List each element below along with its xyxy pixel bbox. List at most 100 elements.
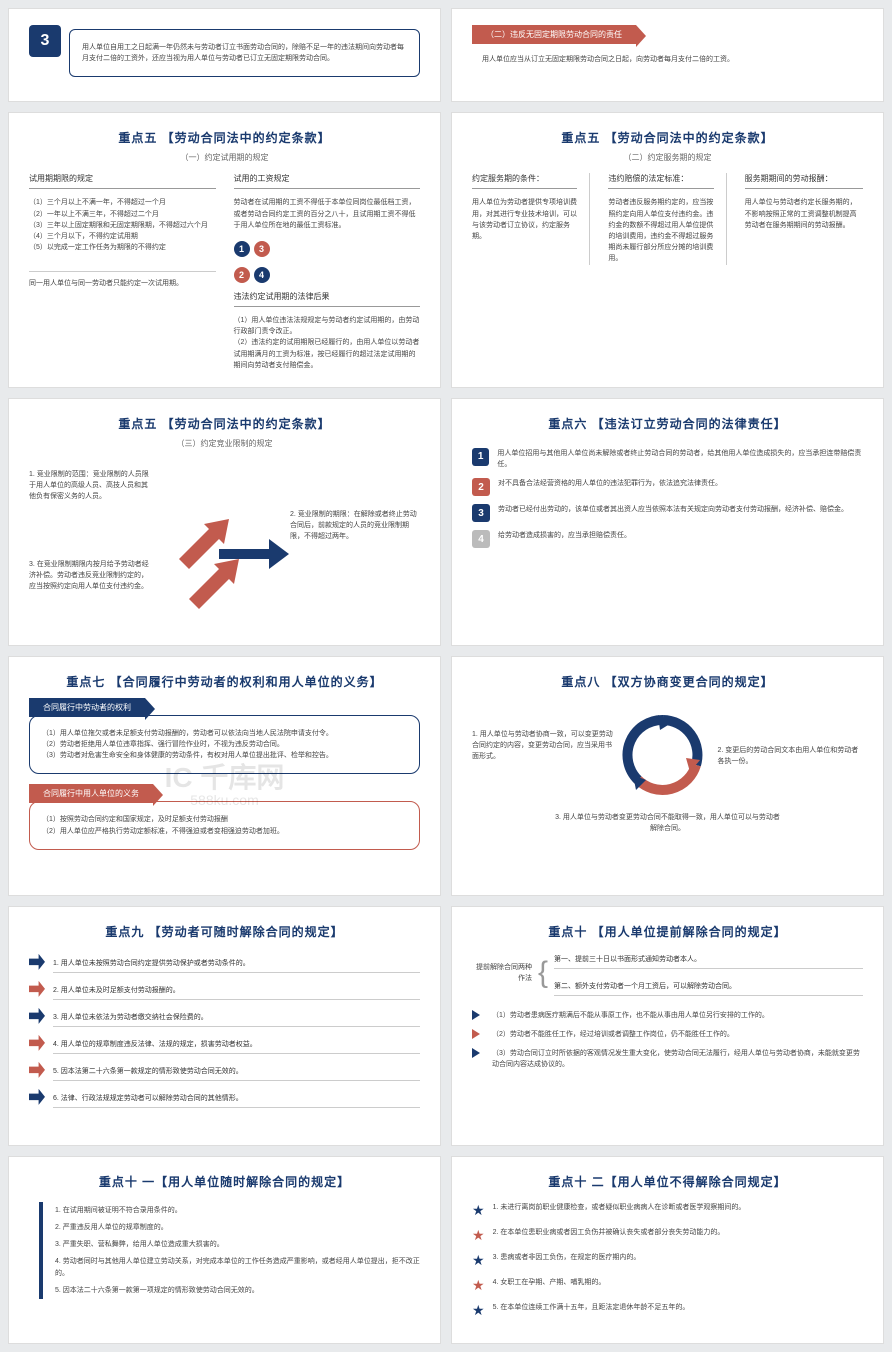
s5-i1: 1. 竞业限制的范围：竞业限制的人员限于用人单位的高级人员、高技人员和其他负有保…: [29, 469, 149, 503]
b1-2: （2）劳动者拒绝用人单位违章指挥、强行冒险作业时，不视为违反劳动合同。: [42, 739, 407, 750]
arrow-icon: [29, 1089, 45, 1105]
arrow-icon: [29, 981, 45, 997]
slide-1: 3 用人单位自用工之日起满一年仍然未与劳动者订立书面劳动合同的，除赔不足一年的违…: [8, 8, 441, 102]
s3-righthdr: 试用的工资规定: [234, 173, 421, 189]
s11-1: 1. 在试用期间被证明不符合录用条件的。: [55, 1202, 420, 1219]
c1t: 劳动者违反服务期约定的，应当按照约定向用人单位支付违约金。违约金的数额不得超过用…: [608, 197, 713, 264]
slide-12: 重点十 二【用人单位不得解除合同规定】 ★ 1. 未进行离岗前职业健康检查，或者疑…: [451, 1156, 884, 1344]
s12-2: 2. 在本单位患职业病或者因工负伤并被确认丧失或者部分丧失劳动能力的。: [493, 1227, 725, 1238]
slide-5: 重点五 【劳动合同法中的约定条款】 （三）约定竞业限制的规定 1. 竞业限制的范…: [8, 398, 441, 646]
c2h: 服务期期间的劳动报酬：: [745, 173, 863, 189]
s11-title: 重点十 一【用人单位随时解除合同的规定】: [29, 1173, 420, 1190]
slide-grid: 3 用人单位自用工之日起满一年仍然未与劳动者订立书面劳动合同的，除赔不足一年的违…: [8, 8, 884, 1344]
s9-6: 6. 法律、行政法规规定劳动者可以解除劳动合同的其他情形。: [53, 1089, 420, 1108]
b2-2: （2）用人单位应严格执行劳动定额标准，不得强迫或者变相强迫劳动者加班。: [42, 826, 407, 837]
c1h: 违约赔偿的法定标准：: [608, 173, 713, 189]
c1: 1: [234, 241, 250, 257]
s10-3: （3）劳动合同订立时所依据的客观情况发生重大变化，使劳动合同无法履行，经用人单位…: [492, 1048, 863, 1070]
s6-i2: 对不具备合法经营资格的用人单位的违法犯罪行为，依法追究法律责任。: [498, 478, 722, 489]
s5-i2: 2. 竞业限制的期限：在解除或者终止劳动合同后，前款规定的人员的竞业限制期限，不…: [290, 509, 420, 543]
b1-1: （1）用人单位拖欠或者未足额支付劳动报酬的，劳动者可以依法向当地人民法院申请支付…: [42, 728, 407, 739]
n4: 4: [472, 530, 490, 548]
num-3: 3: [29, 25, 61, 57]
s8-i3: 3. 用人单位与劳动者变更劳动合同不能取得一致，用人单位可以与劳动者解除合同。: [472, 812, 863, 834]
s3-sub: （一）约定试用期的规定: [29, 152, 420, 163]
s4-title: 重点五 【劳动合同法中的约定条款】: [472, 129, 863, 146]
s12-4: 4. 女职工在孕期、产期、哺乳期的。: [493, 1277, 606, 1288]
s3-rt: 劳动者在试用期的工资不得低于本单位同岗位最低档工资，或者劳动合同约定工资的百分之…: [234, 197, 421, 231]
slide-9: 重点九 【劳动者可随时解除合同的规定】 1. 用人单位未按照劳动合同约定提供劳动…: [8, 906, 441, 1146]
li: （5）以完成一定工作任务为期限的不得约定: [29, 242, 216, 253]
s11-4: 4. 劳动者同时与其他用人单位建立劳动关系，对完成本单位的工作任务造成严重影响，…: [55, 1253, 420, 1281]
tri-icon: [472, 1048, 480, 1058]
arrow-icon: [29, 954, 45, 970]
arrows-icon: [159, 479, 299, 619]
s10-2: （2）劳动者不能胜任工作，经过培训或者调整工作岗位，仍不能胜任工作的。: [492, 1029, 734, 1040]
s8-i2: 2. 变更后的劳动合同文本由用人单位和劳动者各执一份。: [718, 745, 864, 767]
n1: 1: [472, 448, 489, 466]
s12-5: 5. 在本单位连续工作满十五年，且距法定退休年龄不足五年的。: [493, 1302, 690, 1313]
tag-blue: 合同履行中劳动者的权利: [29, 698, 145, 717]
li: （4）三个月以下，不得约定试用期: [29, 231, 216, 242]
cycle-icon: [618, 710, 708, 800]
s12-1: 1. 未进行离岗前职业健康检查，或者疑似职业病病人在诊断或者医学观察期间的。: [493, 1202, 746, 1213]
arrow-icon: [29, 1062, 45, 1078]
b2-1: （1）按照劳动合同约定和国家规定，及时足额支付劳动报酬: [42, 814, 407, 825]
slide-10: 重点十 【用人单位提前解除合同的规定】 提前解除合同两种作法 { 第一、提前三十…: [451, 906, 884, 1146]
c3: 2: [234, 267, 250, 283]
b2: 第二、额外支付劳动者一个月工资后，可以解除劳动合同。: [554, 977, 863, 996]
c4: 4: [254, 267, 270, 283]
arrow-icon: [29, 1008, 45, 1024]
star-icon: ★: [472, 1302, 485, 1319]
s9-2: 2. 用人单位未及时足额支付劳动报酬的。: [53, 981, 420, 1000]
b1-3: （3）劳动者对危害生命安全和身体健康的劳动条件，有权对用人单位提出批评、检举和控…: [42, 750, 407, 761]
c0t: 用人单位为劳动者提供专项培训费用，对其进行专业技术培训，可以与该劳动者订立协议，…: [472, 197, 577, 242]
tag-red2: 合同履行中用人单位的义务: [29, 784, 153, 803]
s5-i3: 3. 在竞业限制期限内按月给予劳动者经济补偿。劳动者违反竞业限制约定的，应当按照…: [29, 559, 149, 593]
s9-4: 4. 用人单位的规章制度违反法律、法规的规定，损害劳动者权益。: [53, 1035, 420, 1054]
s9-title: 重点九 【劳动者可随时解除合同的规定】: [29, 923, 420, 940]
s2-text: 用人单位应当从订立无固定期限劳动合同之日起，向劳动者每月支付二倍的工资。: [472, 54, 863, 65]
s8-title: 重点八 【双方协商变更合同的规定】: [472, 673, 863, 690]
s10-title: 重点十 【用人单位提前解除合同的规定】: [472, 923, 863, 940]
s10-1: （1）劳动者患病医疗期满后不能从事原工作，也不能从事由用人单位另行安排的工作的。: [492, 1010, 769, 1021]
star-icon: ★: [472, 1252, 485, 1269]
li: （1）三个月以上不满一年，不得超过一个月: [29, 197, 216, 208]
s11-2: 2. 严重违反用人单位的规章制度的。: [55, 1219, 420, 1236]
s12-3: 3. 患病或者非因工负伤，在规定的医疗期内的。: [493, 1252, 641, 1263]
s9-3: 3. 用人单位未依法为劳动者缴交纳社会保险费的。: [53, 1008, 420, 1027]
b1: 第一、提前三十日以书面形式通知劳动者本人。: [554, 950, 863, 969]
s12-title: 重点十 二【用人单位不得解除合同规定】: [472, 1173, 863, 1190]
s6-i4: 给劳动者造成损害的，应当承担赔偿责任。: [498, 530, 631, 541]
slide-3: 重点五 【劳动合同法中的约定条款】 （一）约定试用期的规定 试用期期限的规定 （…: [8, 112, 441, 388]
s5-sub: （三）约定竞业限制的规定: [29, 438, 420, 449]
c0h: 约定服务期的条件：: [472, 173, 577, 189]
s5-title: 重点五 【劳动合同法中的约定条款】: [29, 415, 420, 432]
star-icon: ★: [472, 1277, 485, 1294]
s3-lefthdr: 试用期期限的规定: [29, 173, 216, 189]
s6-title: 重点六 【违法订立劳动合同的法律责任】: [472, 415, 863, 432]
slide-7: 重点七 【合同履行中劳动者的权利和用人单位的义务】 合同履行中劳动者的权利 （1…: [8, 656, 441, 896]
s6-i3: 劳动者已经付出劳动的，该单位或者其出资人应当依照本法有关规定向劳动者支付劳动报酬…: [498, 504, 848, 515]
brace-icon: {: [538, 956, 548, 990]
n3: 3: [472, 504, 490, 522]
slide-8: 重点八 【双方协商变更合同的规定】 1. 用人单位与劳动者协商一致，可以变更劳动…: [451, 656, 884, 896]
s1-text: 用人单位自用工之日起满一年仍然未与劳动者订立书面劳动合同的，除赔不足一年的违法期…: [82, 42, 407, 64]
text-box: 用人单位自用工之日起满一年仍然未与劳动者订立书面劳动合同的，除赔不足一年的违法期…: [69, 29, 420, 77]
n2: 2: [472, 478, 490, 496]
tri-icon: [472, 1010, 480, 1020]
s11-3: 3. 严重失职、营私舞弊，给用人单位造成重大损害的。: [55, 1236, 420, 1253]
s8-i1: 1. 用人单位与劳动者协商一致，可以变更劳动合同约定的内容，变更劳动合同，应当采…: [472, 729, 618, 763]
s11-5: 5. 因本法二十六条第一款第一项规定的情形致使劳动合同无效的。: [55, 1282, 420, 1299]
slide-6: 重点六 【违法订立劳动合同的法律责任】 1 用人单位招用与其他用人单位尚未解除或者…: [451, 398, 884, 646]
li: （3）三年以上固定期限和无固定期限期，不得超过六个月: [29, 220, 216, 231]
s4-sub: （二）约定服务期的规定: [472, 152, 863, 163]
c2t: 用人单位与劳动者约定长服务期的，不影响按照正常的工资调整机制提高劳动者在服务期期…: [745, 197, 863, 231]
s3-lawhdr: 违法约定试用期的法律后果: [234, 291, 421, 307]
tag-red: （二）违反无固定期限劳动合同的责任: [472, 25, 636, 44]
s3-note: 同一用人单位与同一劳动者只能约定一次试用期。: [29, 271, 216, 289]
c2: 3: [254, 241, 270, 257]
slide-2: （二）违反无固定期限劳动合同的责任 用人单位应当从订立无固定期限劳动合同之日起，…: [451, 8, 884, 102]
s6-i1: 用人单位招用与其他用人单位尚未解除或者终止劳动合同的劳动者，给其他用人单位造成损…: [497, 448, 863, 470]
s7-title: 重点七 【合同履行中劳动者的权利和用人单位的义务】: [29, 673, 420, 690]
